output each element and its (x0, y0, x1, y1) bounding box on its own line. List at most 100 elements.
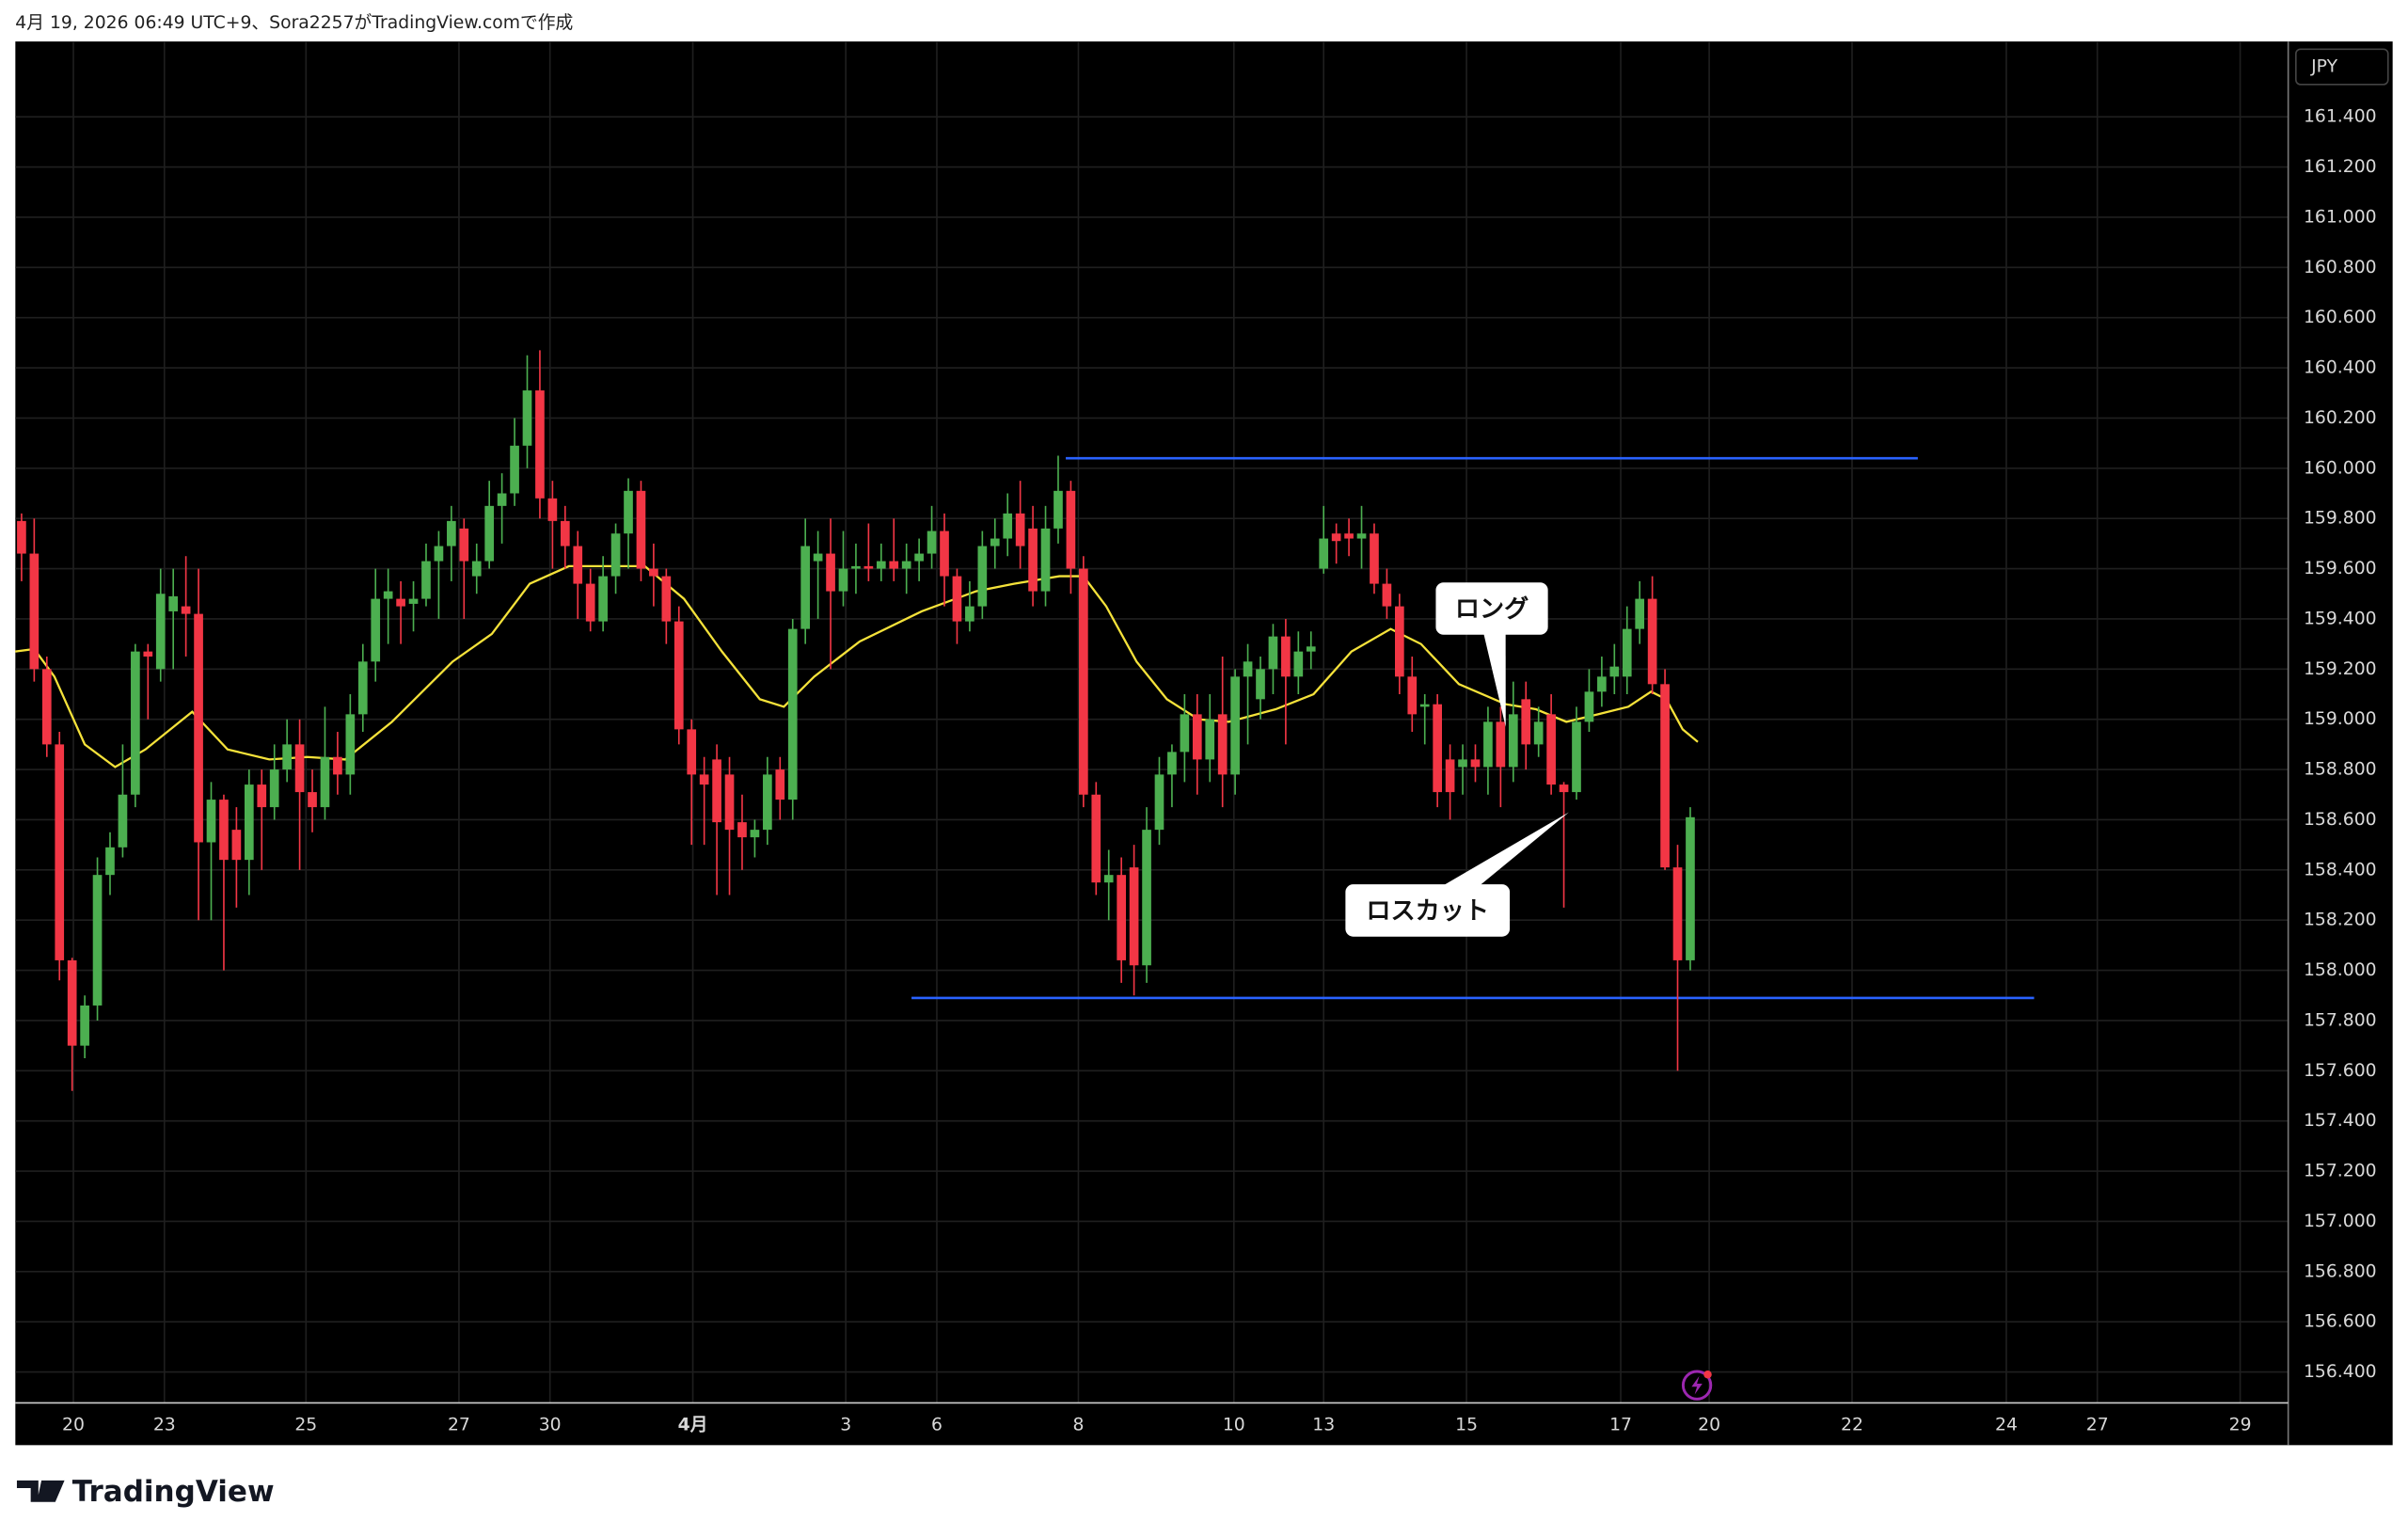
x-tick-label: 3 (840, 1416, 851, 1435)
candle-body (105, 847, 115, 876)
candle-body (1609, 666, 1620, 677)
chart-background (15, 41, 2393, 1446)
candle-body (901, 561, 911, 569)
x-tick-label: 24 (1995, 1416, 2018, 1435)
y-tick-label: 159.000 (2304, 709, 2377, 729)
candle-body (345, 714, 356, 775)
y-tick-label: 157.800 (2304, 1010, 2377, 1030)
candle-body (1356, 533, 1367, 539)
candle-body (649, 568, 658, 577)
candle-body (1344, 533, 1354, 539)
candle-body (155, 594, 166, 670)
callout-text: ロスカット (1366, 897, 1489, 926)
candle-body (143, 651, 153, 657)
candle-body (1217, 714, 1228, 775)
candle-body (863, 565, 874, 569)
candle-body (927, 531, 937, 554)
candle-body (294, 744, 305, 793)
candle-body (1268, 636, 1278, 670)
callout-box (1435, 582, 1548, 635)
x-tick-label: 6 (931, 1416, 943, 1435)
candle-body (522, 390, 532, 446)
currency-label: JPY (2310, 57, 2337, 77)
x-tick-label: 29 (2229, 1416, 2252, 1435)
candle-body (17, 520, 26, 554)
y-tick-label: 159.600 (2304, 559, 2377, 578)
candle-body (1129, 867, 1139, 966)
candle-body (447, 520, 456, 547)
callout-tail (1478, 607, 1506, 727)
candle-body (333, 756, 342, 775)
candle-body (1205, 719, 1215, 760)
candle-body (636, 490, 646, 569)
candle-body (231, 830, 242, 861)
candle-body (712, 759, 721, 823)
candle-body (471, 561, 482, 577)
y-tick-label: 158.200 (2304, 911, 2377, 930)
candle-body (826, 553, 835, 592)
candle-body (194, 613, 203, 843)
candle-body (206, 800, 216, 843)
candle-body (547, 498, 558, 521)
candle-body (598, 576, 608, 622)
y-tick-label: 156.800 (2304, 1261, 2377, 1281)
y-tick-label: 161.400 (2304, 107, 2377, 127)
candle-body (724, 774, 735, 831)
candle-body (357, 661, 368, 715)
alert-icon[interactable] (1681, 1370, 1713, 1401)
candle-body (1256, 669, 1265, 700)
candle-body (1243, 661, 1253, 677)
candle-body (308, 792, 317, 808)
alert-ring (1681, 1370, 1713, 1401)
y-tick-label: 158.400 (2304, 860, 2377, 879)
candle-body (1572, 721, 1581, 793)
candle-body (775, 769, 785, 800)
y-tick-label: 159.200 (2304, 659, 2377, 679)
candle-body (1686, 816, 1695, 960)
candle-body (1533, 721, 1544, 745)
x-tick-label: 17 (1609, 1416, 1632, 1435)
y-tick-label: 161.000 (2304, 207, 2377, 227)
alert-dot (1703, 1371, 1712, 1379)
candle-body (535, 390, 545, 499)
candle-body (1496, 721, 1506, 768)
candle-body (813, 553, 823, 562)
y-tick-label: 161.200 (2304, 157, 2377, 177)
candle-body (484, 505, 495, 562)
candle-body (763, 774, 772, 831)
candle-body (421, 561, 431, 599)
candle-body (1559, 784, 1569, 793)
x-tick-label: 15 (1455, 1416, 1478, 1435)
candle-body (1508, 714, 1518, 768)
candle-body (1483, 721, 1493, 768)
x-tick-label: 4月 (678, 1416, 708, 1435)
candle-body (181, 606, 191, 614)
candle-body (940, 531, 949, 577)
candle-body (1331, 533, 1341, 542)
candle-body (737, 822, 747, 838)
candle-body (1407, 676, 1418, 715)
caption: 4月 19, 2026 06:49 UTC+9、Sora2257がTrading… (15, 12, 573, 33)
candle-body (168, 595, 179, 611)
candle-body (1433, 704, 1442, 793)
x-tick-label: 30 (539, 1416, 562, 1435)
candle-body (1167, 752, 1177, 775)
candle-body (1293, 651, 1304, 677)
candle-body (1395, 606, 1404, 677)
candle-body (1040, 528, 1051, 592)
candle-body (1470, 759, 1481, 768)
y-tick-label: 157.200 (2304, 1162, 2377, 1181)
grid (15, 41, 2289, 1402)
candle-body (1281, 636, 1291, 677)
x-tick-label: 13 (1312, 1416, 1335, 1435)
candle-body (1079, 568, 1088, 795)
candle-body (800, 546, 811, 629)
candle-body (269, 769, 279, 808)
y-tick-label: 158.800 (2304, 760, 2377, 780)
candle-body (560, 520, 570, 547)
candle-body (661, 576, 672, 622)
candle-body (1622, 628, 1632, 677)
candle-body (952, 576, 962, 622)
